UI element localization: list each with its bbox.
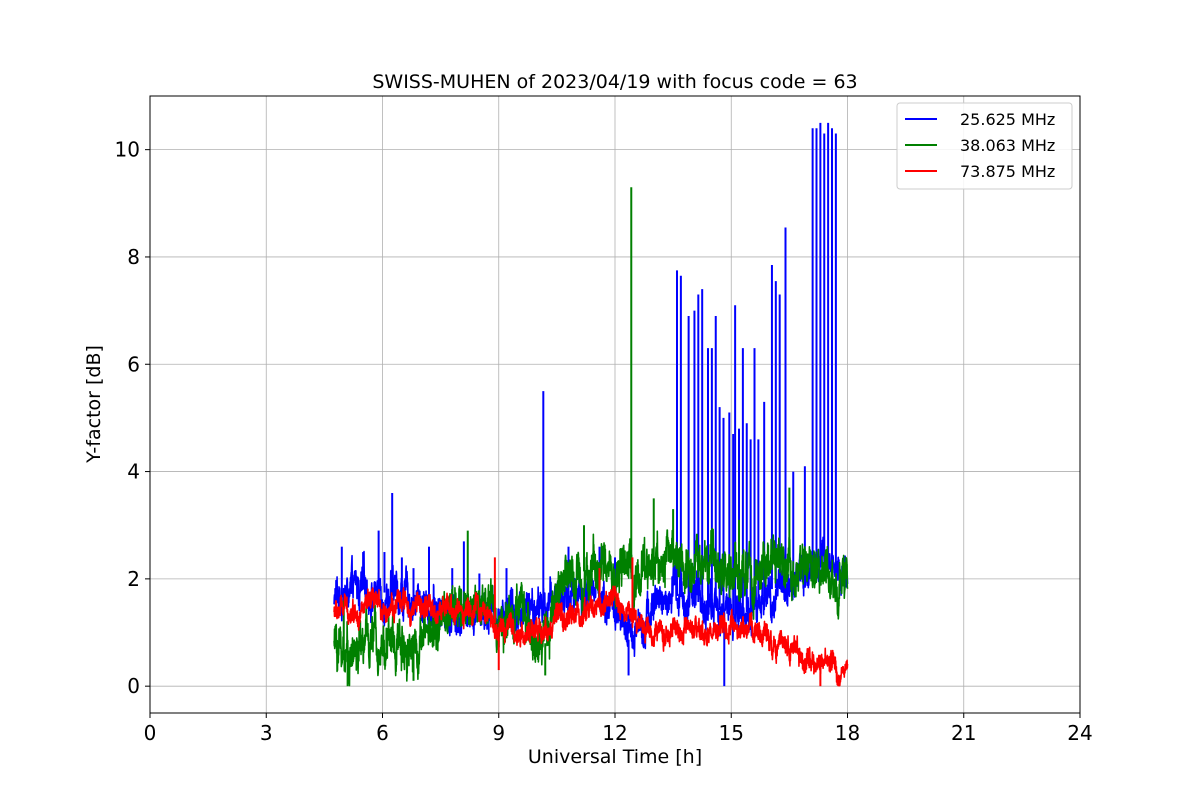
x-tick-label: 0 [144, 721, 157, 745]
legend-label: 73.875 MHz [960, 162, 1055, 181]
x-tick-label: 12 [602, 721, 627, 745]
x-tick-label: 24 [1067, 721, 1092, 745]
x-tick-label: 6 [376, 721, 389, 745]
legend-label: 25.625 MHz [960, 110, 1055, 129]
x-tick-label: 15 [719, 721, 744, 745]
series-layer [333, 122, 849, 687]
chart-title: SWISS-MUHEN of 2023/04/19 with focus cod… [372, 71, 857, 93]
y-tick-label: 8 [127, 245, 140, 269]
x-tick-label: 3 [260, 721, 273, 745]
legend-label: 38.063 MHz [960, 136, 1055, 155]
series-line [333, 585, 849, 687]
series-line [333, 527, 849, 687]
y-tick-label: 2 [127, 567, 140, 591]
y-tick-label: 10 [115, 138, 140, 162]
x-tick-label: 18 [835, 721, 860, 745]
y-tick-label: 0 [127, 674, 140, 698]
legend: 25.625 MHz 38.063 MHz 73.875 MHz [896, 102, 1073, 190]
y-tick-label: 6 [127, 352, 140, 376]
legend-box [896, 102, 1073, 190]
x-tick-label: 21 [951, 721, 976, 745]
y-tick-label: 4 [127, 460, 140, 484]
x-axis-label: Universal Time [h] [528, 746, 702, 768]
x-tick-label: 9 [492, 721, 505, 745]
y-axis-label: Y-factor [dB] [83, 345, 105, 464]
